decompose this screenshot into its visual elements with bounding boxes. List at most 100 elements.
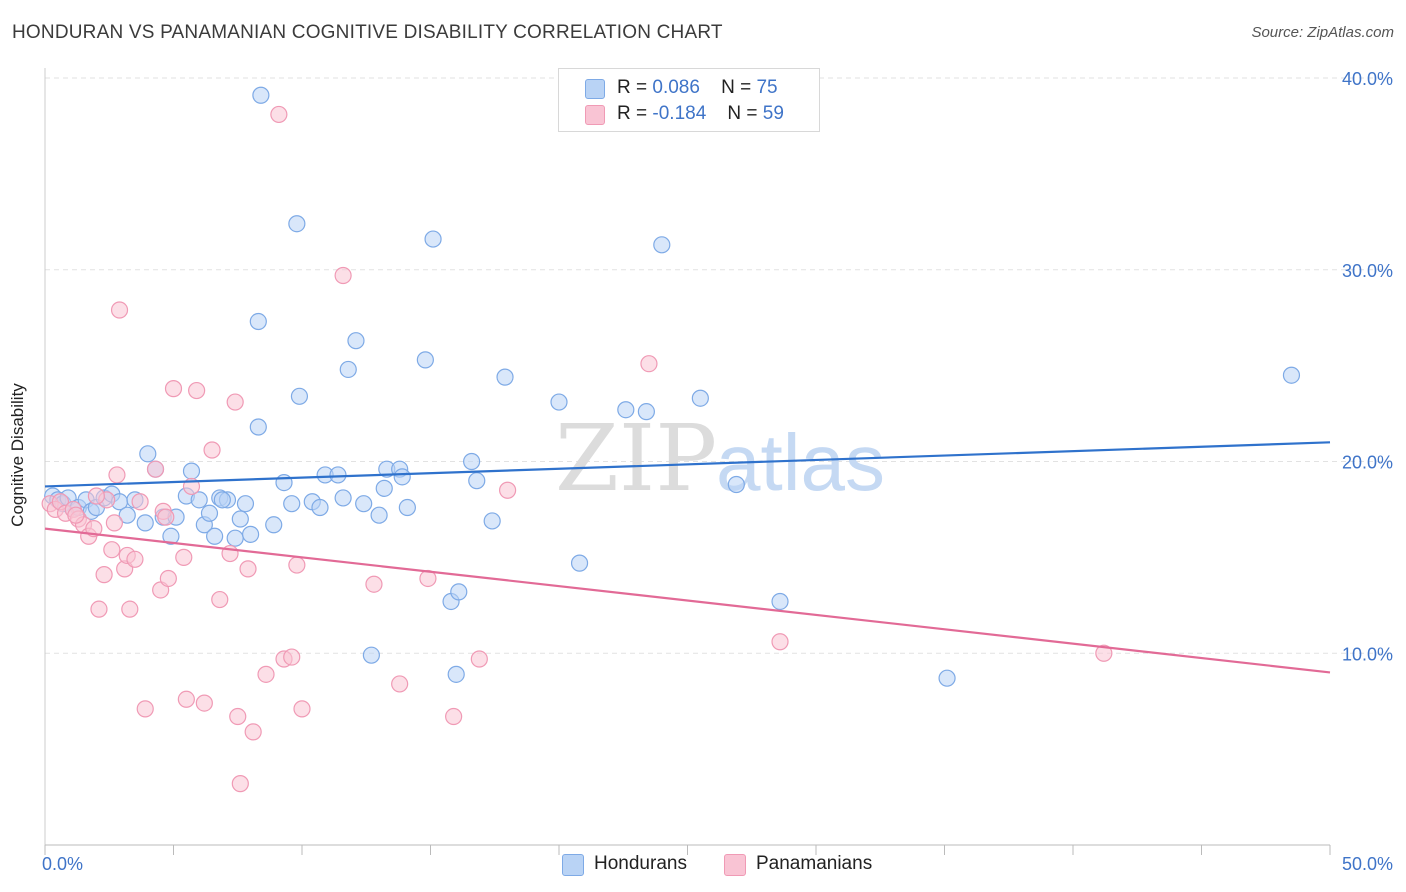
legend-text-panamanians: R = -0.184 N = 59 xyxy=(617,103,784,125)
panamanian-point xyxy=(640,355,658,373)
honduran-point xyxy=(398,498,416,517)
panamanian-point xyxy=(195,694,213,712)
source-label: Source: ZipAtlas.com xyxy=(1251,24,1394,41)
panamanian-point xyxy=(229,707,247,726)
honduran-point xyxy=(637,403,655,421)
legend-swatch-blue xyxy=(585,79,605,99)
panamanian-point xyxy=(257,665,275,683)
honduran-point xyxy=(242,525,260,543)
panamanian-point xyxy=(121,600,139,618)
panamanian-point xyxy=(110,301,129,319)
honduran-point xyxy=(226,529,244,547)
panamanian-point xyxy=(164,380,183,398)
panamanian-point xyxy=(136,700,154,718)
honduran-point xyxy=(393,468,411,486)
bottom-legend-swatch-pink xyxy=(724,854,746,876)
x-tick-label: 50.0% xyxy=(1342,854,1393,874)
tick-labels: 10.0% 20.0% 30.0% 40.0% 0.0% 50.0% xyxy=(42,69,1393,874)
watermark-zip: ZIP xyxy=(555,405,717,512)
honduran-point xyxy=(938,669,956,687)
panamanian-point xyxy=(391,675,409,693)
honduran-point xyxy=(200,504,219,522)
y-tick-label: 20.0% xyxy=(1342,453,1393,473)
honduran-point xyxy=(288,215,306,233)
honduran-point xyxy=(252,86,270,104)
y-tick-label: 10.0% xyxy=(1342,644,1393,664)
honduran-point xyxy=(347,332,365,350)
panamanian-point xyxy=(67,506,85,524)
honduran-point xyxy=(771,592,789,611)
y-tick-label: 40.0% xyxy=(1342,69,1393,89)
honduran-point xyxy=(206,527,224,545)
honduran-point xyxy=(283,495,301,513)
honduran-point xyxy=(136,514,154,532)
legend-r-value: 0.086 xyxy=(652,77,700,98)
axes xyxy=(44,68,1331,855)
panamanian-point xyxy=(87,487,106,505)
honduran-point xyxy=(468,472,486,490)
panamanian-point xyxy=(203,441,221,459)
honduran-point xyxy=(424,230,442,248)
chart-title: HONDURAN VS PANAMANIAN COGNITIVE DISABIL… xyxy=(12,22,723,43)
honduran-point xyxy=(691,389,709,407)
panamanian-point xyxy=(499,481,517,499)
honduran-point xyxy=(334,489,352,507)
correlation-legend: R = 0.086 N = 75 R = -0.184 N = 59 xyxy=(558,68,820,132)
legend-swatch-pink xyxy=(585,105,605,125)
panamanian-point xyxy=(270,105,288,124)
honduran-point xyxy=(727,475,745,494)
legend-text-hondurans: R = 0.086 N = 75 xyxy=(617,77,778,99)
bottom-legend-label-hondurans: Hondurans xyxy=(594,853,687,874)
honduran-point xyxy=(362,646,380,664)
honduran-point xyxy=(249,418,267,436)
bottom-legend-label-panamanians: Panamanians xyxy=(756,853,873,874)
honduran-point xyxy=(570,554,589,572)
panamanian-point xyxy=(159,569,177,588)
panamanian-point xyxy=(239,560,257,578)
panamanian-point xyxy=(188,381,206,400)
honduran-point xyxy=(190,491,208,509)
panamanian-point xyxy=(146,460,165,478)
honduran-point xyxy=(339,360,357,379)
bottom-legend-swatch-blue xyxy=(562,854,584,876)
legend-n-value: 75 xyxy=(756,77,778,98)
panamanian-point xyxy=(211,590,229,609)
watermark: ZIP atlas xyxy=(555,405,885,512)
panamanian-point xyxy=(157,508,175,526)
panamanian-point xyxy=(105,514,123,532)
panamanian-point xyxy=(231,775,249,793)
honduran-point xyxy=(118,506,136,524)
data-points xyxy=(41,86,1301,793)
honduran-point xyxy=(213,491,231,509)
panamanian-point xyxy=(90,600,108,618)
legend-n-label: N = xyxy=(721,77,752,98)
legend-n-value: 59 xyxy=(762,103,784,124)
panamanian-point xyxy=(293,700,311,718)
honduran-point xyxy=(375,479,393,497)
panamanian-point xyxy=(175,548,193,566)
honduran-point xyxy=(162,527,180,545)
honduran-trend-line xyxy=(44,441,1331,488)
y-tick-label: 30.0% xyxy=(1342,261,1393,281)
honduran-point xyxy=(1282,366,1301,384)
panamanian-point xyxy=(334,266,352,285)
honduran-point xyxy=(653,236,671,254)
panamanian-point xyxy=(131,493,149,511)
honduran-point xyxy=(329,466,347,484)
panamanian-point xyxy=(226,393,244,411)
honduran-point xyxy=(450,583,468,601)
honduran-point xyxy=(231,510,249,528)
panamanian-point xyxy=(126,550,144,568)
panamanian-point xyxy=(1095,644,1113,662)
panamanian-point xyxy=(177,690,195,708)
panamanian-trend-line xyxy=(44,527,1331,674)
legend-r-label: R = xyxy=(617,77,648,98)
honduran-point xyxy=(236,495,255,513)
trend-lines xyxy=(44,441,1331,674)
panamanian-point xyxy=(95,566,113,584)
x-tick-label: 0.0% xyxy=(42,854,83,874)
honduran-point xyxy=(463,452,481,471)
honduran-point xyxy=(370,506,388,524)
legend-r-value: -0.184 xyxy=(652,103,707,124)
honduran-point xyxy=(550,393,568,411)
